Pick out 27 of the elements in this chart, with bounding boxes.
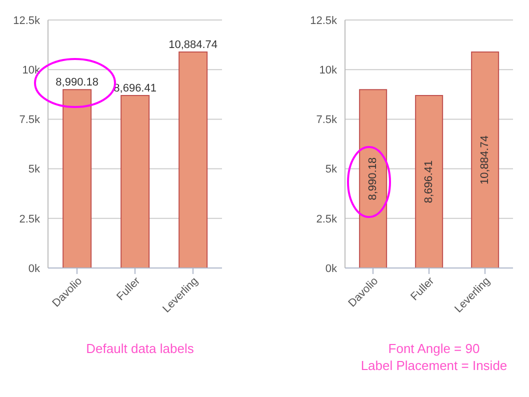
data-label: 10,884.74 (479, 136, 492, 184)
data-label: 8,990.18 (56, 76, 98, 89)
data-label: 8,696.41 (114, 82, 156, 94)
text: Default data labels (85, 340, 195, 357)
bar (415, 94, 444, 268)
y-tick-label: 2.5k (316, 213, 338, 226)
y-tick-label: 5k (325, 164, 338, 176)
y-tick-label: 10k (22, 64, 40, 77)
bar (178, 52, 208, 268)
data-label: 10,884.74 (168, 39, 218, 52)
text: Font Angle = 90 (387, 340, 481, 357)
y-tick-label: 7.5k (19, 114, 40, 126)
y-tick-label: 7.5k (316, 114, 338, 126)
bar (62, 89, 92, 268)
data-label: 8,990.18 (367, 157, 380, 200)
text: Label Placement = Inside (360, 357, 508, 374)
y-tick-label: 12.5k (310, 14, 338, 27)
y-tick-label: 10k (319, 64, 338, 77)
bar (359, 89, 388, 268)
y-tick-label: 0k (325, 262, 338, 275)
y-tick-label: 12.5k (13, 14, 40, 27)
y-tick-label: 0k (28, 262, 40, 275)
bar (471, 52, 500, 268)
data-label: 8,696.41 (423, 160, 436, 204)
bar (120, 94, 150, 268)
y-tick-label: 5k (28, 164, 40, 176)
y-tick-label: 2.5k (19, 213, 40, 226)
